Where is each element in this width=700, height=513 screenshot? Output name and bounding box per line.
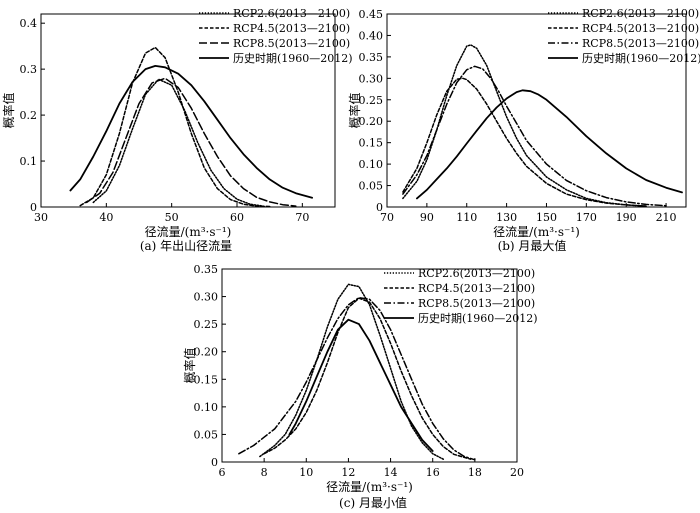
plot-frame <box>40 13 336 208</box>
y-tick-label: 0.05 <box>194 428 219 441</box>
x-axis-title: 径流量/(m³·s⁻¹) <box>493 225 580 239</box>
y-axis-title: 概率值 <box>182 347 197 383</box>
legend-label-rcp45: RCP4.5(2013—2100) <box>233 22 350 35</box>
plot-frame <box>386 13 687 208</box>
x-tick-label: 110 <box>456 211 477 224</box>
caption-panel-a: (a) 年出山径流量 <box>140 239 232 253</box>
x-tick-label: 10 <box>299 466 313 479</box>
legend-label-rcp26: RCP2.6(2013—2100) <box>582 7 699 20</box>
y-tick-label: 0.25 <box>194 318 219 331</box>
series-line-rcp45 <box>263 297 472 460</box>
x-tick-label: 70 <box>380 211 394 224</box>
series-line-rcp26 <box>402 44 647 207</box>
y-tick-label: 0.20 <box>359 115 384 128</box>
x-tick-label: 16 <box>426 466 440 479</box>
caption-panel-c: (c) 月最小值 <box>339 495 407 510</box>
series-line-rcp26 <box>259 283 445 460</box>
panel-annual-runoff: 30 40 50 60 70 0 0.1 0.2 0.3 0.4 径流量/(m³·s⁻¹) 概率值 RC… <box>1 7 353 239</box>
series-line-rcp26 <box>92 78 264 207</box>
x-tick-label: 130 <box>496 211 517 224</box>
series-line-rcp45 <box>79 46 271 208</box>
y-tick-label: 0.45 <box>359 8 384 21</box>
panel-monthly-max: 70 90 110 130 150 170 190 210 0 0.05 0.10 0.15 0.20 0… <box>347 7 700 239</box>
legend-label-rcp26: RCP2.6(2013—2100) <box>418 267 535 280</box>
x-tick-label: 210 <box>656 211 677 224</box>
legend-label-historical: 历史时期(1960—2012) <box>582 52 700 65</box>
panel-monthly-min: 6 8 10 12 14 16 18 20 0 0.05 0.10 0.15 0.20 0.25 0.30 0… <box>182 263 538 494</box>
y-tick-label: 0.2 <box>20 109 38 122</box>
x-tick-label: 40 <box>99 211 113 224</box>
x-tick-label: 30 <box>34 211 48 224</box>
y-tick-label: 0 <box>30 201 37 214</box>
x-tick-label: 60 <box>230 211 244 224</box>
x-axis-title: 径流量/(m³·s⁻¹) <box>145 225 232 239</box>
y-tick-label: 0.1 <box>20 155 38 168</box>
y-tick-label: 0.30 <box>194 291 219 304</box>
legend-label-rcp45: RCP4.5(2013—2100) <box>582 22 699 35</box>
legend-label-rcp45: RCP4.5(2013—2100) <box>418 282 535 295</box>
legend-label-historical: 历史时期(1960—2012) <box>418 312 538 325</box>
y-tick-label: 0.3 <box>20 63 38 76</box>
legend-label-rcp85: RCP8.5(2013—2100) <box>233 37 350 50</box>
legend-label-rcp85: RCP8.5(2013—2100) <box>418 297 535 310</box>
plot-frame <box>221 268 518 463</box>
series-line-historical <box>288 318 434 452</box>
x-tick-label: 18 <box>468 466 482 479</box>
y-axis-title: 概率值 <box>1 92 16 128</box>
y-tick-label: 0.15 <box>194 373 219 386</box>
y-axis-title: 概率值 <box>347 92 362 128</box>
series-line-rcp85 <box>238 296 476 461</box>
x-tick-label: 70 <box>295 211 309 224</box>
y-tick-label: 0.15 <box>359 137 384 150</box>
x-tick-label: 6 <box>219 466 226 479</box>
y-tick-label: 0.25 <box>359 94 384 107</box>
y-tick-label: 0.35 <box>359 51 384 64</box>
x-tick-label: 14 <box>384 466 398 479</box>
y-tick-label: 0.4 <box>20 17 38 30</box>
y-tick-label: 0.30 <box>359 72 384 85</box>
x-tick-label: 20 <box>510 466 524 479</box>
legend-label-historical: 历史时期(1960—2012) <box>233 52 353 65</box>
series-line-rcp85 <box>402 65 667 207</box>
x-axis-title: 径流量/(m³·s⁻¹) <box>326 480 413 494</box>
caption-panel-b: (b) 月最大值 <box>498 238 567 253</box>
x-tick-label: 12 <box>341 466 355 479</box>
y-tick-label: 0.10 <box>194 401 219 414</box>
x-tick-label: 190 <box>616 211 637 224</box>
y-tick-label: 0.40 <box>359 29 384 42</box>
y-tick-label: 0.05 <box>359 180 384 193</box>
x-tick-label: 8 <box>261 466 268 479</box>
x-tick-label: 50 <box>165 211 179 224</box>
series-line-rcp45 <box>402 77 647 207</box>
x-tick-label: 170 <box>576 211 597 224</box>
y-tick-label: 0 <box>376 201 383 214</box>
x-tick-label: 150 <box>536 211 557 224</box>
series-line-historical <box>69 65 314 199</box>
legend-label-rcp85: RCP8.5(2013—2100) <box>582 37 699 50</box>
y-tick-label: 0 <box>211 456 218 469</box>
x-tick-label: 90 <box>420 211 434 224</box>
y-tick-label: 0.35 <box>194 263 219 276</box>
series-line-historical <box>415 89 683 200</box>
series-line-rcp85 <box>85 77 297 207</box>
y-tick-label: 0.10 <box>359 158 384 171</box>
legend-label-rcp26: RCP2.6(2013—2100) <box>233 7 350 20</box>
y-tick-label: 0.20 <box>194 346 219 359</box>
